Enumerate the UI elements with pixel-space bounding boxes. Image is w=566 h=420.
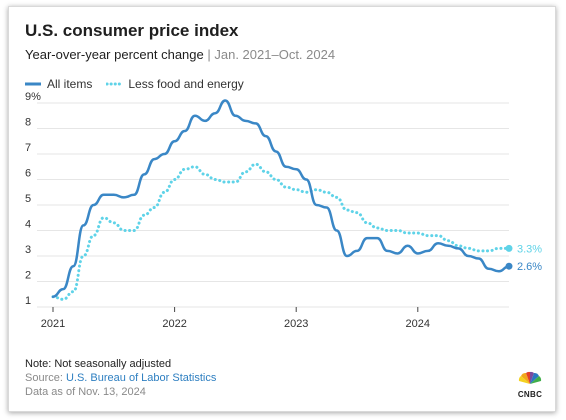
source-link[interactable]: U.S. Bureau of Labor Statistics [65,372,217,384]
y-tick-label: 5 [25,193,31,205]
logo-text: CNBC [517,390,543,399]
subtitle-range: Jan. 2021–Oct. 2024 [214,47,336,62]
y-tick-label: 7 [25,142,31,154]
y-tick-label: 2 [25,270,31,282]
legend-item-all-items: All items [25,77,92,91]
y-tick-label: 4 [25,219,31,231]
x-tick-label: 2024 [406,318,430,330]
y-tick-label: 6 [25,168,31,180]
x-tick-label: 2023 [284,318,308,330]
footnotes: Note: Not seasonally adjusted Source: U.… [25,357,216,399]
legend-item-core: Less food and energy [106,77,244,91]
legend-swatch-core [106,82,123,86]
end-label-core: 3.3% [517,243,542,255]
legend: All items Less food and energy [25,77,258,91]
line-chart: 1 2 3 4 5 6 7 8 9% 2021 2022 2023 2024 3.3% 2.6% [25,91,542,330]
note-text: Note: Not seasonally adjusted [25,358,172,370]
as-of-text: Data as of Nov. 13, 2024 [25,386,146,398]
cnbc-logo: CNBC [515,371,545,399]
chart-title: U.S. consumer price index [25,21,239,40]
y-tick-label: 1 [25,295,31,307]
legend-swatch-all-items [25,82,41,86]
y-tick-label: 9% [25,91,41,103]
source-text: Source: U.S. Bureau of Labor Statistics [25,371,216,385]
y-tick-label: 8 [25,117,31,129]
legend-label-all-items: All items [47,77,93,91]
x-tick-label: 2021 [41,318,65,330]
end-point-all-items [505,262,513,270]
y-tick-label: 3 [25,244,31,256]
end-point-core [505,244,513,252]
chart-card: U.S. consumer price index Year-over-year… [8,6,556,412]
x-tick-label: 2022 [162,318,186,330]
series-line-all-items [51,99,511,299]
subtitle-main: Year-over-year percent change [25,47,204,62]
end-label-all-items: 2.6% [517,261,542,273]
chart-subtitle: Year-over-year percent change | Jan. 202… [25,47,336,62]
series-line-core [51,162,511,301]
legend-label-core: Less food and energy [128,77,244,91]
source-prefix: Source: [25,372,66,384]
peacock-icon [518,371,542,384]
